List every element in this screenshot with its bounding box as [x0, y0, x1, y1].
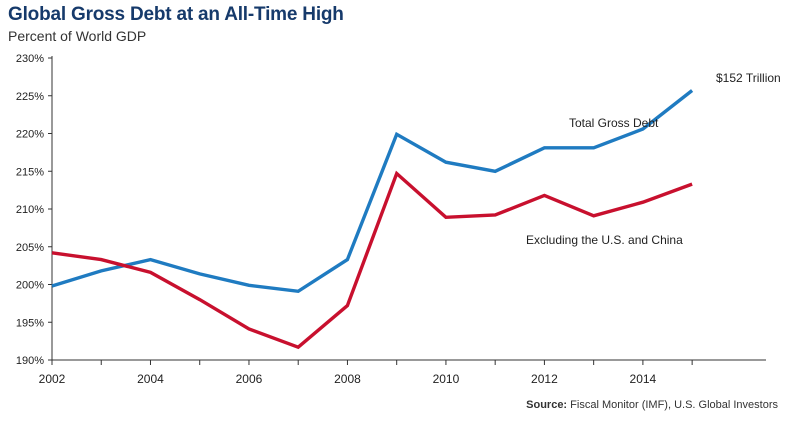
x-tick-label: 2004 [137, 372, 164, 386]
series-label: Total Gross Debt [569, 116, 659, 130]
y-tick-label: 230% [16, 53, 44, 65]
annotation-label: $152 Trillion [716, 71, 781, 85]
y-tick-label: 225% [16, 91, 44, 103]
y-tick-label: 205% [16, 242, 44, 254]
y-tick-label: 200% [16, 280, 44, 292]
x-tick-label: 2006 [236, 372, 263, 386]
source-label: Source: [526, 399, 568, 411]
y-tick-label: 215% [16, 166, 44, 178]
y-tick-label: 210% [16, 204, 44, 216]
x-tick-label: 2002 [39, 372, 66, 386]
chart-labels: Total Gross Debt Excluding the U.S. and C… [526, 71, 781, 247]
y-tick-label: 190% [16, 355, 44, 367]
source-note: Source: Fiscal Monitor (IMF), U.S. Globa… [526, 399, 778, 411]
series-line [51, 170, 693, 350]
x-tick-label: 2010 [433, 372, 460, 386]
series-line [51, 89, 694, 294]
series-label: Excluding the U.S. and China [526, 233, 683, 247]
chart-series [51, 89, 694, 350]
chart-axes: 190% 195% 200% 205% 210% 215% 220% 225% 230% 2002… [16, 53, 766, 386]
y-tick-label: 195% [16, 317, 44, 329]
chart-title: Global Gross Debt at an All-Time High [8, 4, 344, 25]
x-tick-label: 2012 [531, 372, 558, 386]
chart-subtitle: Percent of World GDP [8, 28, 147, 44]
y-tick-label: 220% [16, 129, 44, 141]
x-tick-label: 2014 [630, 372, 657, 386]
x-tick-label: 2008 [334, 372, 361, 386]
source-text: Fiscal Monitor (IMF), U.S. Global Invest… [570, 399, 778, 411]
